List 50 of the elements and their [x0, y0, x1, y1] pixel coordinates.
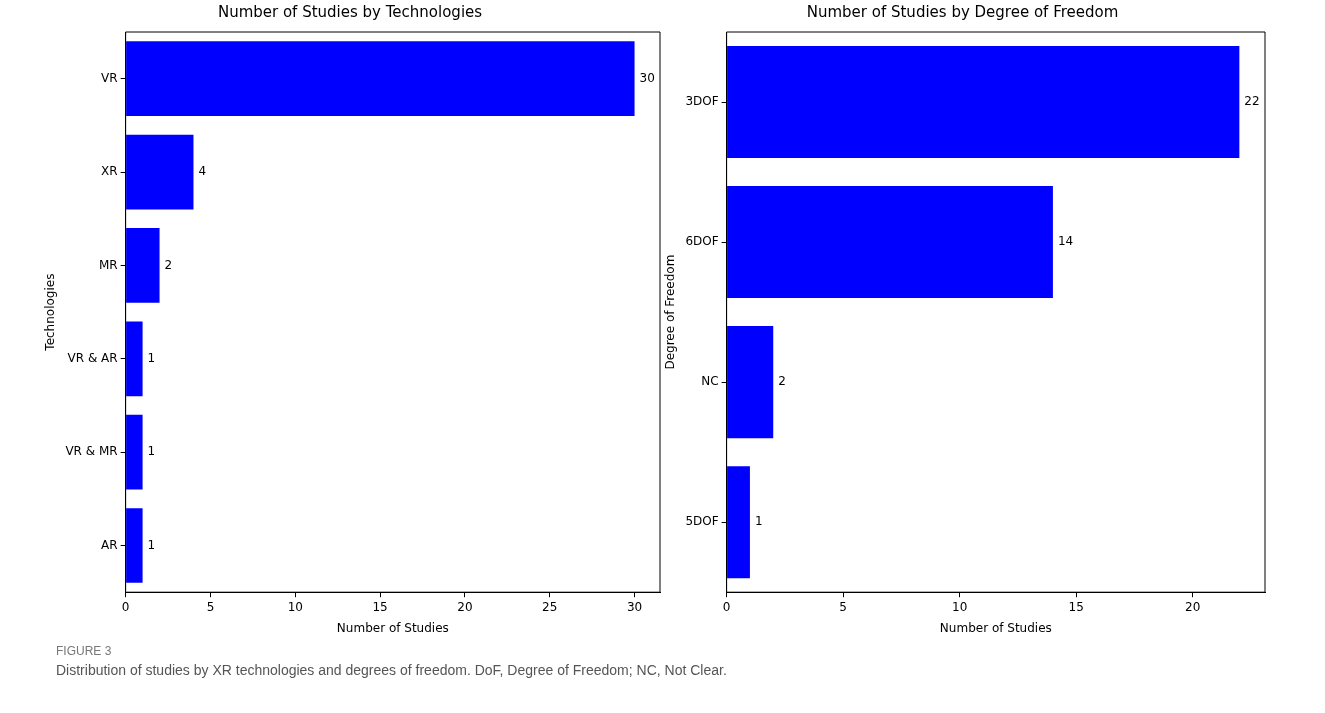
data-label: 2 [164, 257, 173, 272]
chart-title: Number of Studies by Degree of Freedom [806, 2, 1119, 21]
y-tick-label: 5DOF [685, 514, 719, 529]
data-label: 2 [778, 374, 786, 389]
data-label: 22 [1244, 94, 1260, 109]
x-tick-label: 30 [626, 599, 643, 614]
x-tick-label: 10 [287, 599, 303, 614]
bar [126, 508, 143, 583]
bar [126, 321, 143, 397]
bar [727, 326, 774, 439]
x-tick-label: 10 [952, 599, 968, 614]
y-axis-title: Degree of Freedom [663, 254, 678, 370]
x-axis-title: Number of Studies [336, 620, 449, 635]
y-tick-label: NC [701, 374, 719, 389]
bar [727, 186, 1053, 299]
text: Distribution of studies by XR technologies and degrees of freedom. DoF, Degree of Freedom; NC, Not Clear. [56, 662, 727, 678]
y-tick-label: MR [98, 257, 118, 272]
x-tick-label: 5 [206, 599, 215, 614]
bar [126, 41, 635, 117]
data-label: 1 [147, 537, 156, 552]
y-tick-label: XR [101, 164, 118, 179]
bar [727, 466, 750, 579]
y-tick-label: 3DOF [685, 94, 719, 109]
bar [126, 228, 160, 303]
y-tick-label: VR & AR [67, 350, 118, 365]
x-tick-label: 0 [121, 599, 130, 614]
x-tick-label: 15 [372, 599, 388, 614]
bar [126, 414, 143, 490]
x-tick-label: 5 [839, 599, 847, 614]
y-tick-label: VR [101, 70, 118, 85]
data-label: 30 [639, 70, 655, 85]
chart-title: Number of Studies by Technologies [217, 2, 483, 21]
bar [126, 134, 194, 210]
y-tick-label: AR [101, 537, 118, 552]
y-tick-label: 6DOF [685, 234, 719, 249]
data-label: 14 [1057, 234, 1074, 249]
data-label: 1 [147, 444, 156, 459]
data-label: 1 [754, 514, 763, 529]
bar [727, 46, 1240, 159]
data-label: 4 [198, 164, 207, 179]
x-axis-title: Number of Studies [939, 620, 1052, 635]
y-axis-title: Technologies [43, 273, 58, 352]
caption: FIGURE 3 [56, 644, 113, 658]
x-tick-label: 20 [1185, 599, 1201, 614]
x-tick-label: 15 [1068, 599, 1084, 614]
x-tick-label: 25 [542, 599, 558, 614]
x-tick-label: 20 [457, 599, 473, 614]
y-tick-label: VR & MR [65, 444, 118, 459]
data-label: 1 [147, 350, 156, 365]
x-tick-label: 0 [722, 599, 731, 614]
